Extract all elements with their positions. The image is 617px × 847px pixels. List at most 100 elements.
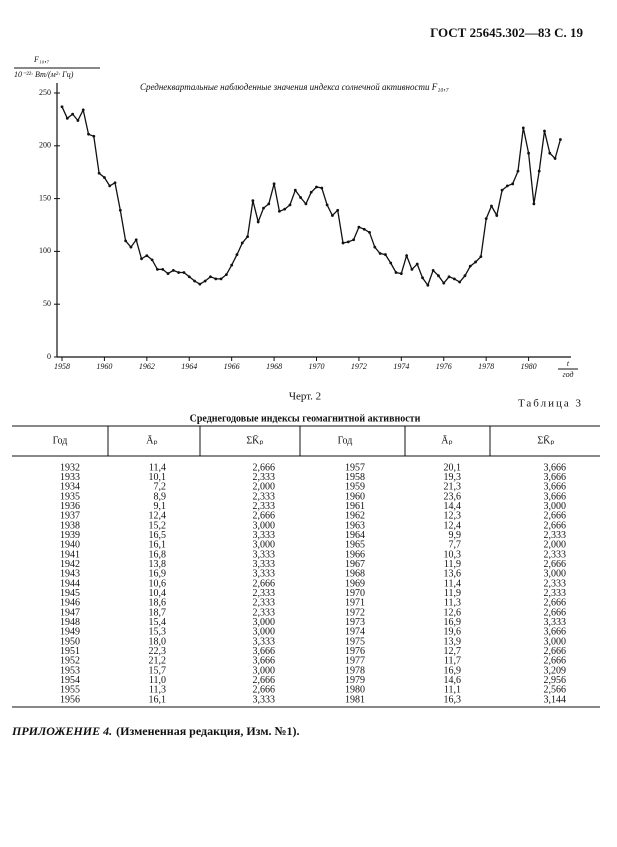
table-cell: 1972 <box>345 607 365 618</box>
data-point <box>373 245 377 249</box>
data-point <box>516 169 520 173</box>
data-point <box>399 272 403 275</box>
table-cell: 11,7 <box>444 656 461 667</box>
data-point <box>103 176 106 179</box>
data-point <box>490 204 493 208</box>
table-cell: 3,666 <box>544 627 567 638</box>
table-cell: 2,333 <box>253 501 276 512</box>
data-point <box>378 252 382 255</box>
table-cell: 2,566 <box>544 685 567 696</box>
data-line <box>61 106 562 287</box>
data-point <box>166 272 170 275</box>
data-point <box>558 138 562 141</box>
table-cell: 1942 <box>60 559 80 570</box>
table-cell: 1965 <box>345 540 365 551</box>
table-cell: 1945 <box>60 588 80 599</box>
table-cell: 16,5 <box>149 530 167 541</box>
table-cell: 11,1 <box>444 685 461 696</box>
table-cell: 1962 <box>345 511 365 522</box>
table-cell: 11,4 <box>444 578 461 589</box>
table-cell: 3,666 <box>544 482 567 493</box>
table-cell: 3,000 <box>253 540 276 551</box>
data-point <box>452 277 456 281</box>
data-point <box>134 238 138 242</box>
table-cell: 15,3 <box>149 627 167 638</box>
data-point <box>505 184 509 188</box>
table-cell: 1976 <box>345 646 365 657</box>
data-point <box>331 214 334 217</box>
table-cell: 19,3 <box>444 472 462 483</box>
data-point <box>309 190 313 194</box>
table-cell: 1949 <box>60 627 80 638</box>
table-cell: 2,666 <box>544 646 567 657</box>
table-cell: 20,1 <box>444 462 462 473</box>
data-point <box>182 271 186 274</box>
y-tick-label: 100 <box>39 246 51 255</box>
x-tick-label: 1960 <box>96 362 112 371</box>
table-cell: 1967 <box>345 559 365 570</box>
data-point <box>97 171 101 175</box>
table-cell: 18,0 <box>149 636 167 647</box>
data-point <box>118 208 122 212</box>
data-point <box>187 275 191 279</box>
table-cell: 7,7 <box>449 540 462 551</box>
table-cell: 15,2 <box>149 520 167 531</box>
data-point <box>352 238 356 242</box>
table-cell: 16,9 <box>149 569 167 580</box>
table-cell: 21,2 <box>149 656 167 667</box>
data-point <box>267 202 271 206</box>
table-cell: 19,6 <box>444 627 462 638</box>
table-cell: 9,9 <box>449 530 462 541</box>
table-cell: 1974 <box>345 627 365 638</box>
table-cell: 18,6 <box>149 598 167 609</box>
table-cell: 1961 <box>345 501 365 512</box>
table-cell: 11,9 <box>444 588 461 599</box>
data-point <box>60 105 64 109</box>
table-cell: 12,3 <box>444 511 462 522</box>
data-point <box>421 276 424 280</box>
x-tick-label: 1962 <box>139 362 155 371</box>
data-point <box>140 257 143 261</box>
y-tick-label: 200 <box>39 141 51 150</box>
data-point <box>336 208 340 212</box>
data-point <box>384 253 387 256</box>
table-cell: 1933 <box>60 472 80 483</box>
data-point <box>447 275 451 279</box>
table-cell: 1932 <box>60 462 80 473</box>
data-point <box>442 281 446 285</box>
data-point <box>124 239 128 243</box>
table-cell: 22,3 <box>149 646 167 657</box>
table-cell: 15,4 <box>149 617 167 628</box>
table-cell: 1969 <box>345 578 365 589</box>
table-cell: 2,666 <box>544 598 567 609</box>
table-cell: 1941 <box>60 549 80 560</box>
footer: ПРИЛОЖЕНИЕ 4. (Измененная редакция, Изм. … <box>11 724 300 738</box>
data-point <box>156 267 159 271</box>
data-point <box>511 182 515 186</box>
table-cell: 2,333 <box>544 530 567 541</box>
table-cell: 3,000 <box>544 569 567 580</box>
table-cell: 1934 <box>60 482 80 493</box>
data-point <box>203 279 207 283</box>
x-tick-label: 1980 <box>521 362 537 371</box>
y-tick-label: 0 <box>47 352 51 361</box>
table-cell: 3,333 <box>253 559 276 570</box>
table-cell: 2,333 <box>253 472 276 483</box>
table-cell: 10,6 <box>149 578 167 589</box>
table-cell: 21,3 <box>444 482 462 493</box>
table-cell: 1940 <box>60 540 80 551</box>
table-cell: 3,666 <box>544 462 567 473</box>
data-point <box>368 230 371 234</box>
data-point <box>410 267 414 271</box>
data-point <box>405 254 409 258</box>
table-cell: 11,3 <box>149 685 166 696</box>
table-cell: 13,8 <box>149 559 167 570</box>
table-cell: 16,1 <box>149 694 167 705</box>
table-cell: 3,000 <box>253 520 276 531</box>
table-cell: 1970 <box>345 588 365 599</box>
data-point <box>288 203 292 207</box>
data-point <box>177 271 181 274</box>
table-cell: 1959 <box>345 482 365 493</box>
data-point <box>283 207 287 211</box>
y-label-top: F₁₀,₇ <box>33 55 49 64</box>
